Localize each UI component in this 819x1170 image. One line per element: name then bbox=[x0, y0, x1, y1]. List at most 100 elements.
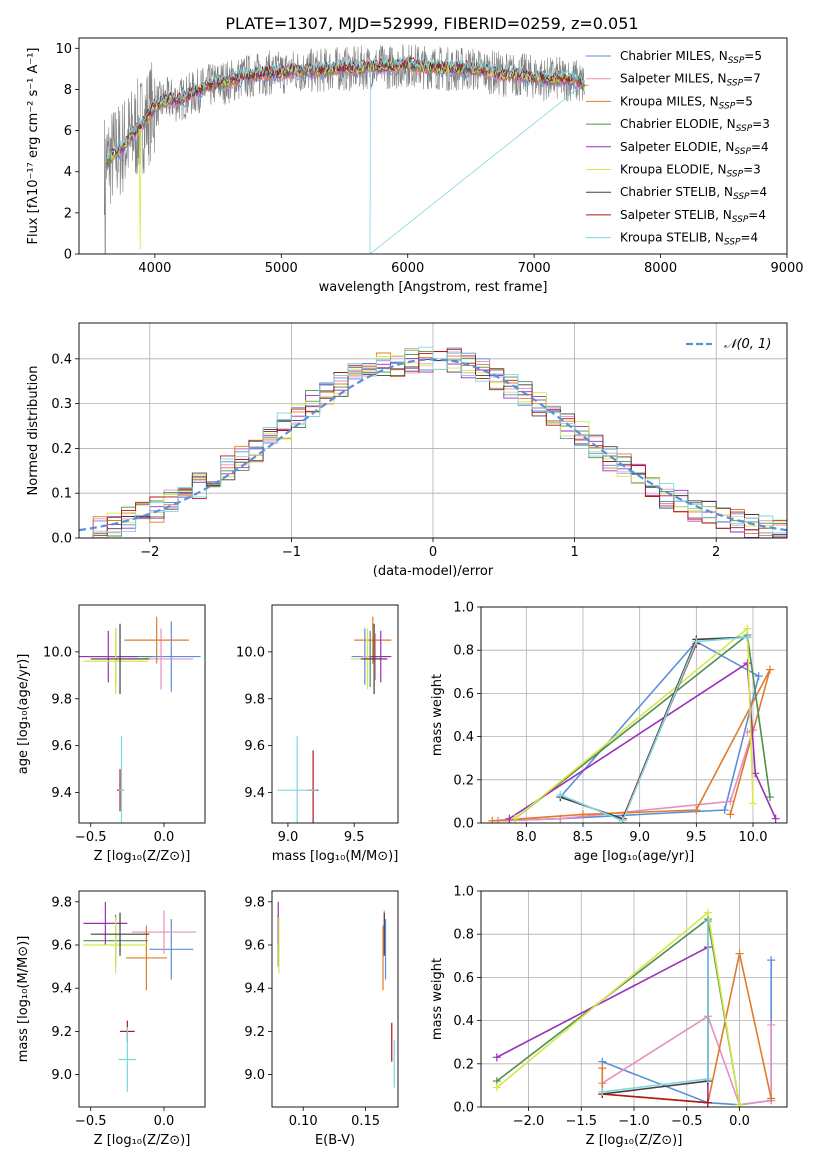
y-tick-label: 9.8 bbox=[244, 692, 265, 707]
axes-frame bbox=[271, 890, 399, 1108]
mass-weight-marker bbox=[767, 1020, 776, 1029]
x-tick-label: 0.0 bbox=[154, 830, 175, 845]
mass-weight-marker bbox=[511, 814, 519, 823]
y-tick-label: 9.0 bbox=[244, 1068, 265, 1083]
x-axis-label: mass [log₁₀(M/M⊙)] bbox=[272, 849, 399, 864]
plot-area bbox=[79, 323, 787, 538]
x-axis-label: Z [log₁₀(Z/Z⊙)] bbox=[94, 1133, 191, 1148]
panel-massweight-vs-age: 8.0 8.5 9.0 9.5 10.0 0.0 0.2 0.4 0.6 0.8 1.0 age [l… bbox=[430, 601, 788, 864]
mass-weight-marker bbox=[720, 806, 729, 815]
x-tick-label: 6000 bbox=[391, 261, 424, 276]
x-tick-label: 1 bbox=[570, 545, 578, 560]
legend-entry: Salpeter STELIB, NSSP=4 bbox=[620, 208, 766, 225]
mass-weight-marker bbox=[556, 790, 565, 799]
y-tick-label: 4 bbox=[64, 165, 72, 180]
x-axis-label: (data-model)/error bbox=[373, 564, 494, 579]
legend-entry: Kroupa STELIB, NSSP=4 bbox=[620, 231, 758, 248]
mass-weight-marker bbox=[735, 949, 744, 958]
panel-mass-vs-Z: −0.5 0.0 9.0 9.2 9.4 9.6 9.8 Z [log₁₀(Z/Z⊙)] mas… bbox=[16, 890, 206, 1148]
x-tick-label: 9.5 bbox=[686, 830, 707, 845]
mass-weight-line bbox=[602, 921, 709, 1093]
x-tick-label: 0.15 bbox=[351, 1114, 380, 1129]
y-tick-label: 0.2 bbox=[453, 773, 474, 788]
axes-frame bbox=[78, 604, 206, 824]
mass-weight-marker bbox=[766, 665, 774, 674]
axes-frame bbox=[78, 322, 788, 539]
plot-area bbox=[277, 901, 395, 1088]
panel-age-vs-mass: 9.0 9.5 9.4 9.6 9.8 10.0 mass [log₁₀(M/M⊙)] bbox=[236, 604, 399, 864]
mass-weight-marker bbox=[598, 1087, 607, 1096]
x-axis-label: wavelength [Angstrom, rest frame] bbox=[319, 280, 548, 295]
y-tick-label: 0 bbox=[64, 248, 72, 263]
x-tick-label: −0.5 bbox=[75, 1114, 107, 1129]
y-tick-label: 9.4 bbox=[244, 982, 265, 997]
y-axis-label: Flux [fλ10⁻¹⁷ erg cm⁻² s⁻¹ A⁻¹] bbox=[26, 48, 41, 245]
mass-weight-line bbox=[514, 633, 771, 820]
y-tick-label: 9.8 bbox=[244, 895, 265, 910]
mass-weight-marker bbox=[766, 793, 774, 802]
y-tick-label: 10 bbox=[55, 42, 72, 57]
x-axis-label: Z [log₁₀(Z/Z⊙)] bbox=[586, 1133, 683, 1148]
mass-weight-marker bbox=[767, 956, 776, 965]
x-tick-label: 9.0 bbox=[629, 830, 650, 845]
y-tick-label: 8 bbox=[64, 83, 72, 98]
legend-entry: Chabrier ELODIE, NSSP=3 bbox=[620, 117, 770, 134]
panel-age-vs-Z: −0.5 0.0 9.4 9.6 9.8 10.0 Z [log₁₀(Z/Z⊙)] age [… bbox=[16, 604, 206, 864]
x-tick-label: 7000 bbox=[518, 261, 551, 276]
y-tick-label: 9.4 bbox=[51, 786, 72, 801]
mass-weight-marker bbox=[492, 1053, 501, 1062]
mass-weight-marker bbox=[488, 816, 497, 823]
mass-weight-marker bbox=[726, 810, 735, 819]
mass-weight-marker bbox=[735, 1100, 744, 1107]
plot-area bbox=[104, 44, 589, 254]
y-tick-label: 0.2 bbox=[51, 442, 72, 457]
y-tick-label: 1.0 bbox=[453, 885, 474, 900]
y-axis-label: mass weight bbox=[430, 958, 445, 1040]
x-tick-label: 2 bbox=[712, 545, 720, 560]
y-tick-label: 0.1 bbox=[51, 487, 72, 502]
y-tick-label: 0.2 bbox=[453, 1057, 474, 1072]
mass-weight-marker bbox=[692, 637, 701, 646]
plot-area bbox=[83, 901, 197, 1092]
mass-weight-marker bbox=[767, 1094, 776, 1103]
mass-weight-marker bbox=[492, 1083, 501, 1092]
x-tick-label: 8000 bbox=[644, 261, 677, 276]
axes-frame bbox=[271, 604, 399, 824]
y-tick-label: 9.6 bbox=[51, 939, 72, 954]
x-tick-label: −0.5 bbox=[671, 1114, 703, 1129]
x-tick-label: 0.10 bbox=[289, 1114, 318, 1129]
x-axis-label: E(B-V) bbox=[315, 1133, 355, 1148]
legend: Chabrier MILES, NSSP=5 Salpeter MILES, NS… bbox=[586, 49, 770, 248]
y-tick-label: 9.6 bbox=[244, 739, 265, 754]
mass-weight-marker bbox=[692, 806, 701, 815]
y-tick-label: 10.0 bbox=[236, 645, 265, 660]
mass-weight-marker bbox=[743, 624, 752, 633]
y-tick-label: 0.0 bbox=[453, 1101, 474, 1116]
x-axis-label: age [log₁₀(age/yr)] bbox=[574, 849, 695, 864]
x-tick-label: 5000 bbox=[265, 261, 298, 276]
mass-weight-marker bbox=[726, 797, 735, 806]
legend-entry: Salpeter ELODIE, NSSP=4 bbox=[620, 140, 769, 157]
figure-layer: 4000 5000 6000 7000 8000 90000246810wavelengt… bbox=[16, 37, 804, 1148]
panel-mass-vs-EBV: 0.10 0.15 9.0 9.2 9.4 9.6 9.8 E(B-V) bbox=[244, 890, 399, 1148]
y-tick-label: 0.0 bbox=[51, 532, 72, 547]
mass-weight-marker bbox=[703, 917, 712, 926]
mass-weight-line bbox=[508, 661, 777, 820]
y-axis-label: mass weight bbox=[430, 674, 445, 756]
mass-weight-marker bbox=[771, 814, 780, 823]
mass-weight-marker bbox=[749, 799, 757, 808]
y-tick-label: 0.6 bbox=[453, 687, 474, 702]
x-tick-label: −1 bbox=[282, 545, 301, 560]
model-spectrum-line bbox=[106, 62, 585, 168]
gaussian-reference-line bbox=[79, 358, 787, 532]
y-axis-label: Normed distribution bbox=[26, 366, 41, 496]
legend-entry: Kroupa ELODIE, NSSP=3 bbox=[620, 163, 761, 180]
legend-entry: 𝒩(0, 1) bbox=[724, 337, 771, 352]
x-tick-label: −0.5 bbox=[75, 830, 107, 845]
y-tick-label: 9.6 bbox=[51, 739, 72, 754]
legend-entry: Salpeter MILES, NSSP=7 bbox=[620, 72, 761, 89]
x-tick-label: −1.0 bbox=[618, 1114, 650, 1129]
x-tick-label: −2.0 bbox=[513, 1114, 545, 1129]
y-tick-label: 1.0 bbox=[453, 601, 474, 616]
